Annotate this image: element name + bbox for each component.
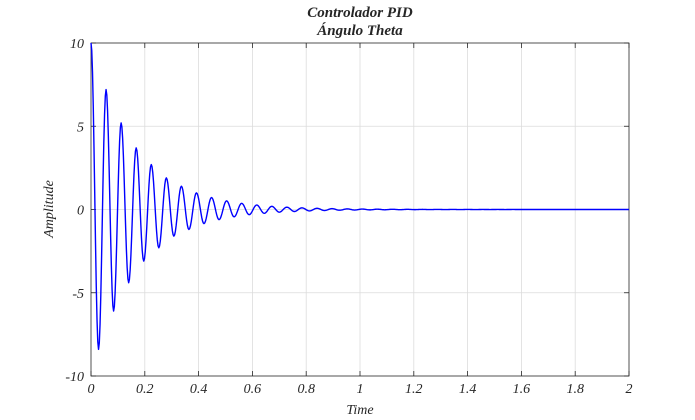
y-tick-label: -5 — [72, 287, 84, 302]
x-tick-label: 1.8 — [566, 382, 584, 397]
chart-title: Controlador PID — [307, 5, 413, 21]
x-tick-label: 1 — [357, 382, 364, 397]
x-tick-label: 0.4 — [190, 382, 208, 397]
y-tick-label: 10 — [70, 37, 84, 52]
x-tick-label: 2 — [626, 382, 633, 397]
x-tick-label: 1.2 — [405, 382, 423, 397]
x-tick-label: 1.4 — [459, 382, 477, 397]
x-tick-label: 0.8 — [297, 382, 315, 397]
x-tick-label: 0.6 — [244, 382, 262, 397]
series-layer — [90, 42, 630, 351]
x-tick-label: 0 — [88, 382, 95, 397]
series-line — [90, 42, 630, 351]
y-tick-label: 0 — [77, 204, 84, 219]
x-tick-label: 1.6 — [513, 382, 531, 397]
x-tick-label: 0.2 — [136, 382, 154, 397]
y-tick-label: 5 — [77, 120, 84, 135]
y-tick-label: -10 — [65, 370, 84, 385]
chart-subtitle: Ángulo Theta — [316, 22, 403, 39]
y-axis-label: Amplitude — [42, 180, 57, 239]
x-axis-label: Time — [346, 403, 373, 418]
axis-ticks: 0 0.2 0.4 0.6 0.8 1 1.2 1.4 1.6 1.8 2 -10 -5 0 5 10 — [65, 37, 632, 397]
